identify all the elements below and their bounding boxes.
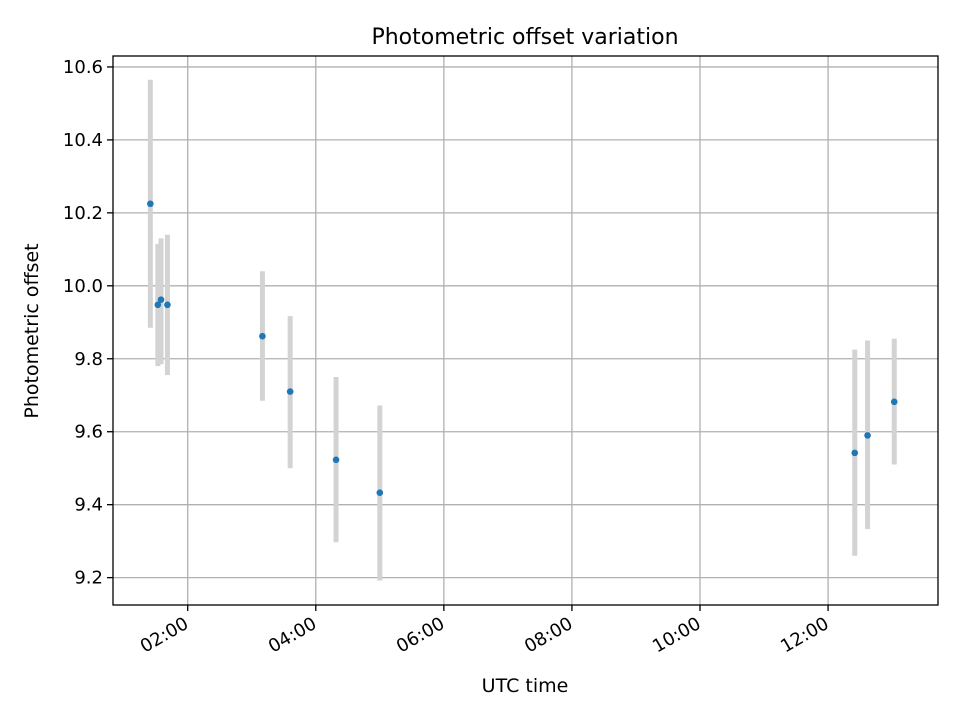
y-tick-label: 10.0 — [63, 276, 103, 297]
y-tick-label: 10.6 — [63, 57, 103, 78]
y-tick-label: 10.2 — [63, 203, 103, 224]
x-tick-label: 08:00 — [521, 613, 576, 657]
x-axis-label: UTC time — [482, 675, 569, 697]
y-tick-label: 9.4 — [74, 495, 103, 516]
data-point — [851, 449, 859, 457]
data-point — [154, 301, 162, 309]
data-point — [259, 332, 266, 340]
data-point — [332, 456, 340, 464]
plot-area-frame — [112, 55, 939, 606]
data-point — [147, 200, 154, 208]
grid-lines — [113, 56, 938, 605]
y-tick-label: 9.8 — [74, 349, 103, 370]
y-tick-label: 9.6 — [74, 422, 103, 443]
data-point — [864, 432, 871, 439]
x-tick-label: 10:00 — [649, 613, 704, 657]
x-tick-label: 12:00 — [777, 613, 832, 657]
x-tick-label: 04:00 — [265, 613, 320, 657]
y-axis-ticks: 9.2 9.4 9.6 9.8 10.0 10.2 10.4 10.6 — [63, 57, 113, 589]
x-tick-label: 06:00 — [393, 613, 448, 657]
data-point — [890, 398, 898, 406]
data-points — [147, 200, 898, 496]
y-tick-label: 10.4 — [63, 130, 103, 151]
x-tick-label: 02:00 — [137, 613, 192, 657]
x-axis-ticks: 02:00 04:00 06:00 08:00 10:00 12:00 — [137, 605, 833, 657]
data-point — [157, 296, 165, 303]
data-point — [376, 489, 384, 496]
error-bars — [147, 79, 897, 581]
data-point — [164, 301, 171, 309]
y-tick-label: 9.2 — [74, 568, 103, 589]
chart-title: Photometric offset variation — [371, 25, 678, 50]
data-point — [286, 388, 294, 395]
y-axis-label: Photometric offset — [21, 243, 43, 418]
